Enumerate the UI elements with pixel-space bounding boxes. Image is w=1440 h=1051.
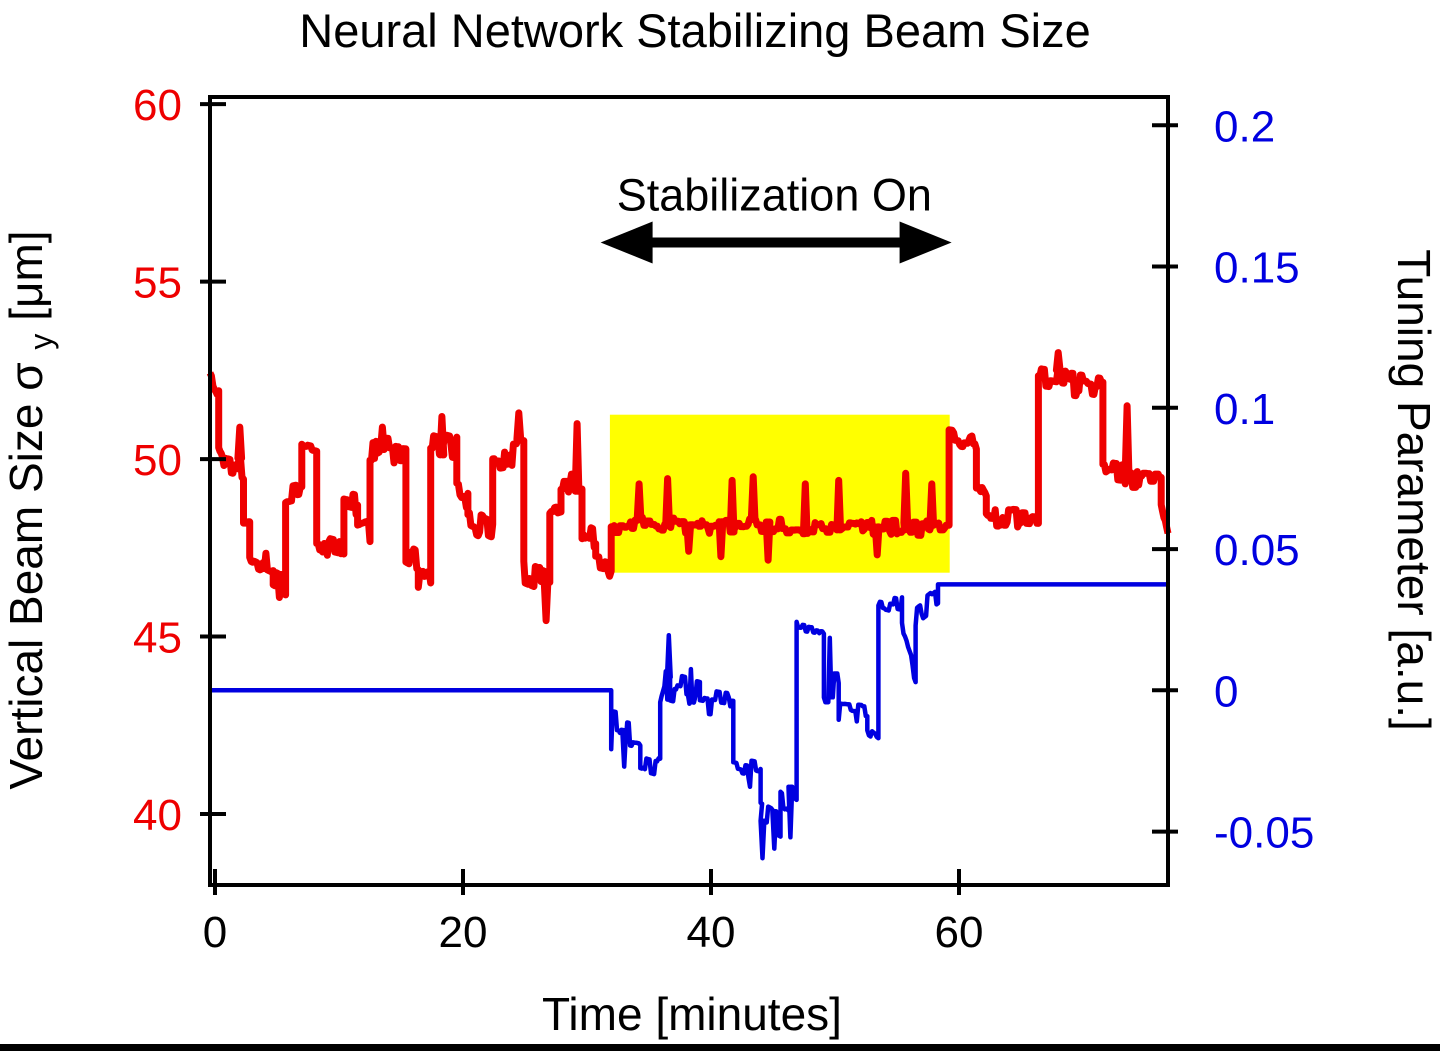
y-right-axis-label: Tuning Parameter [a.u.] [1388,249,1440,731]
plot-frame [208,95,1170,887]
y-left-label-main: Vertical Beam Size σ [0,362,52,789]
series-layer [206,349,1172,861]
highlight-layer [609,414,950,573]
tuning-parameter-line [209,582,1169,861]
bottom-border-bar [0,1044,1440,1051]
x-axis-tick-label: 60 [935,908,984,957]
stabilization-highlight-rect [609,414,950,573]
y-right-axis-tick-label: 0.05 [1214,526,1300,575]
y-right-axis-tick-label: 0.1 [1214,385,1275,434]
y-left-axis-tick-label: 55 [133,259,182,308]
y-right-axis-tick-label: 0.15 [1214,244,1300,293]
y-right-axis-tick-label: -0.05 [1214,809,1314,858]
y-left-axis-tick-label: 40 [133,791,182,840]
beam-size-line [206,349,1172,625]
y-left-axis-tick-label: 60 [133,81,182,130]
y-left-axis-tick-label: 50 [133,436,182,485]
y-right-axis-tick-label: 0.2 [1214,102,1275,151]
x-axis-tick-label: 40 [687,908,736,957]
stabilization-arrow [600,221,952,264]
chart-title: Neural Network Stabilizing Beam Size [299,4,1091,57]
ticks-layer [200,102,1178,895]
tick-labels-layer: 0 20 40 60 40 45 50 55 60 -0.05 0 0.05 0.1 0.15 0.2 [133,81,1314,957]
stabilization-annotation: Stabilization On [617,170,932,221]
x-axis-tick-label: 0 [203,908,227,957]
y-left-axis-tick-label: 45 [133,614,182,663]
y-left-label-units: [μm] [0,230,52,320]
arrow-head-right [899,221,952,264]
y-left-axis-label: Vertical Beam Size σ y [μm] [0,230,62,789]
x-axis-tick-label: 20 [439,908,488,957]
y-right-axis-tick-label: 0 [1214,667,1238,716]
arrow-head-left [600,221,653,264]
x-axis-label: Time [minutes] [542,988,842,1040]
y-left-label-subscript: y [23,334,59,350]
